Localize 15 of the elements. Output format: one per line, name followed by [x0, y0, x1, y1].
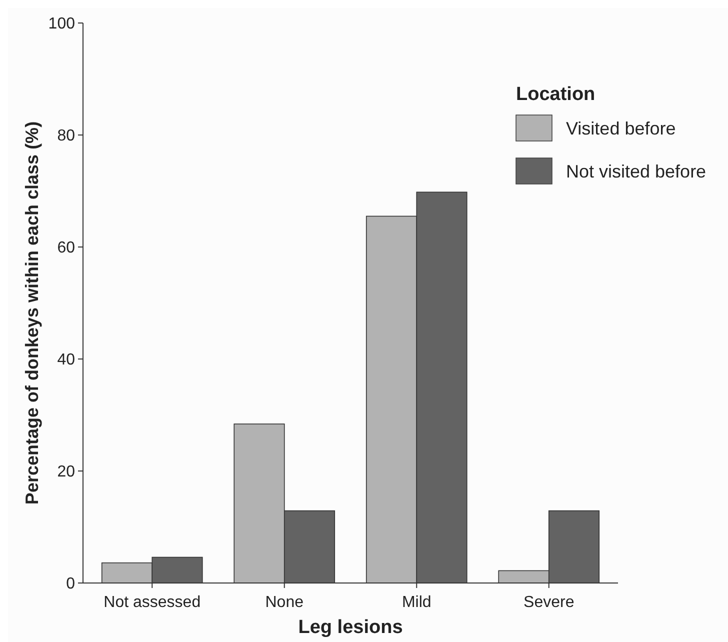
x-tick-label: Not assessed — [104, 594, 201, 611]
legend-title: Location — [516, 84, 596, 105]
y-tick-label: 40 — [57, 352, 76, 369]
y-axis-title: Percentage of donkeys within each class (%) — [22, 121, 42, 505]
y-tick-label: 20 — [57, 464, 76, 481]
x-axis-title: Leg lesions — [298, 617, 403, 638]
y-tick-label: 80 — [57, 128, 76, 145]
legend-label: Not visited before — [566, 161, 706, 182]
x-tick-label: Mild — [402, 594, 432, 611]
legend-label: Visited before — [566, 118, 676, 138]
x-tick-label: None — [265, 594, 304, 611]
y-tick-label: 60 — [57, 240, 76, 257]
x-tick-label: Severe — [524, 594, 574, 611]
y-tick-label: 100 — [48, 16, 76, 33]
y-tick-label: 0 — [66, 576, 76, 593]
